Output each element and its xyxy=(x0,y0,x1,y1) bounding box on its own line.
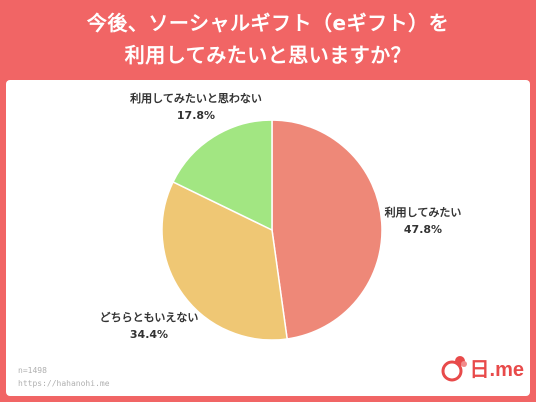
slice-name-no: 利用してみたいと思わない xyxy=(130,92,262,105)
logo-text: 日.me xyxy=(469,359,524,381)
pie-slice-neutral xyxy=(161,180,289,341)
pie-chart xyxy=(161,119,383,341)
carnation-icon xyxy=(441,356,467,382)
slice-label-no: 利用してみたいと思わない 17.8% xyxy=(116,90,276,124)
sample-size: n=1498 xyxy=(18,366,47,375)
site-logo: 日.me xyxy=(436,355,524,385)
source-url: https://hahanohi.me xyxy=(18,379,110,388)
chart-header: 今後、ソーシャルギフト（eギフト）を 利用してみたいと思いますか？ xyxy=(0,0,536,78)
slice-label-yes: 利用してみたい 47.8% xyxy=(368,204,478,238)
title-line-2: 利用してみたいと思いますか？ xyxy=(124,43,412,67)
slice-value-no: 17.8% xyxy=(176,109,216,122)
slice-label-neutral: どちらともいえない 34.4% xyxy=(84,309,214,343)
title-line-1: 今後、ソーシャルギフト（eギフト）を xyxy=(86,11,450,35)
slice-name-yes: 利用してみたい xyxy=(384,206,462,219)
pie-slice-no xyxy=(172,119,273,232)
pie-slice-yes xyxy=(271,119,383,340)
slice-value-neutral: 34.4% xyxy=(129,328,169,341)
chart-card: 利用してみたい 47.8% どちらともいえない 34.4% 利用してみたいと思わ… xyxy=(6,80,530,396)
slice-value-yes: 47.8% xyxy=(403,223,443,236)
slice-name-neutral: どちらともいえない xyxy=(99,311,199,324)
